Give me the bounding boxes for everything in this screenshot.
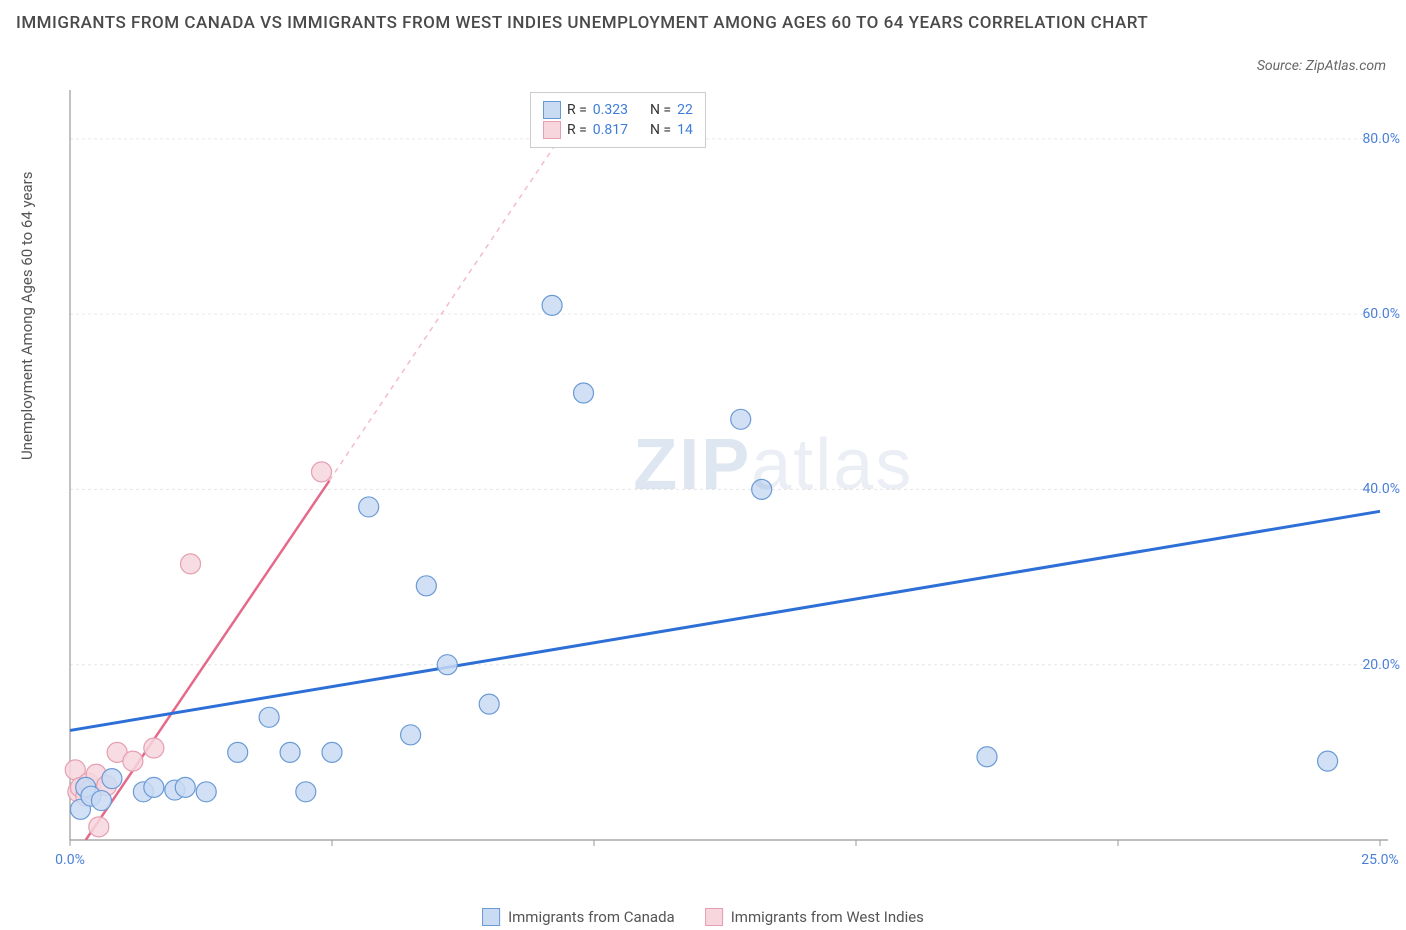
scatter-chart-svg	[60, 90, 1390, 880]
r-label: R =	[567, 102, 587, 118]
n-label: N =	[650, 122, 671, 138]
source-attribution: Source: ZipAtlas.com	[1257, 58, 1386, 74]
stats-row: R = 0.323 N = 22	[543, 101, 693, 119]
n-value: 22	[677, 102, 693, 118]
n-label: N =	[650, 102, 671, 118]
n-value: 14	[677, 122, 693, 138]
y-tick-label: 80.0%	[1362, 131, 1400, 147]
legend-swatch	[705, 908, 723, 926]
y-tick-label: 40.0%	[1362, 481, 1400, 497]
legend-label: Immigrants from West Indies	[731, 908, 924, 926]
legend-item: Immigrants from Canada	[482, 908, 675, 926]
stats-legend-box: R = 0.323 N = 22 R = 0.817 N = 14	[530, 92, 706, 148]
legend-label: Immigrants from Canada	[508, 908, 675, 926]
x-tick-label: 0.0%	[55, 852, 85, 868]
legend-swatch	[543, 101, 561, 119]
plot-area	[60, 90, 1390, 880]
r-label: R =	[567, 122, 587, 138]
x-tick-label: 25.0%	[1361, 852, 1399, 868]
stats-row: R = 0.817 N = 14	[543, 121, 693, 139]
y-axis-label: Unemployment Among Ages 60 to 64 years	[18, 172, 36, 460]
r-value: 0.817	[593, 122, 628, 138]
y-tick-label: 20.0%	[1362, 657, 1400, 673]
chart-title: IMMIGRANTS FROM CANADA VS IMMIGRANTS FRO…	[16, 10, 1148, 37]
legend-swatch	[543, 121, 561, 139]
legend-swatch	[482, 908, 500, 926]
legend-item: Immigrants from West Indies	[705, 908, 924, 926]
r-value: 0.323	[593, 102, 628, 118]
bottom-legend: Immigrants from Canada Immigrants from We…	[482, 908, 924, 926]
y-tick-label: 60.0%	[1362, 306, 1400, 322]
